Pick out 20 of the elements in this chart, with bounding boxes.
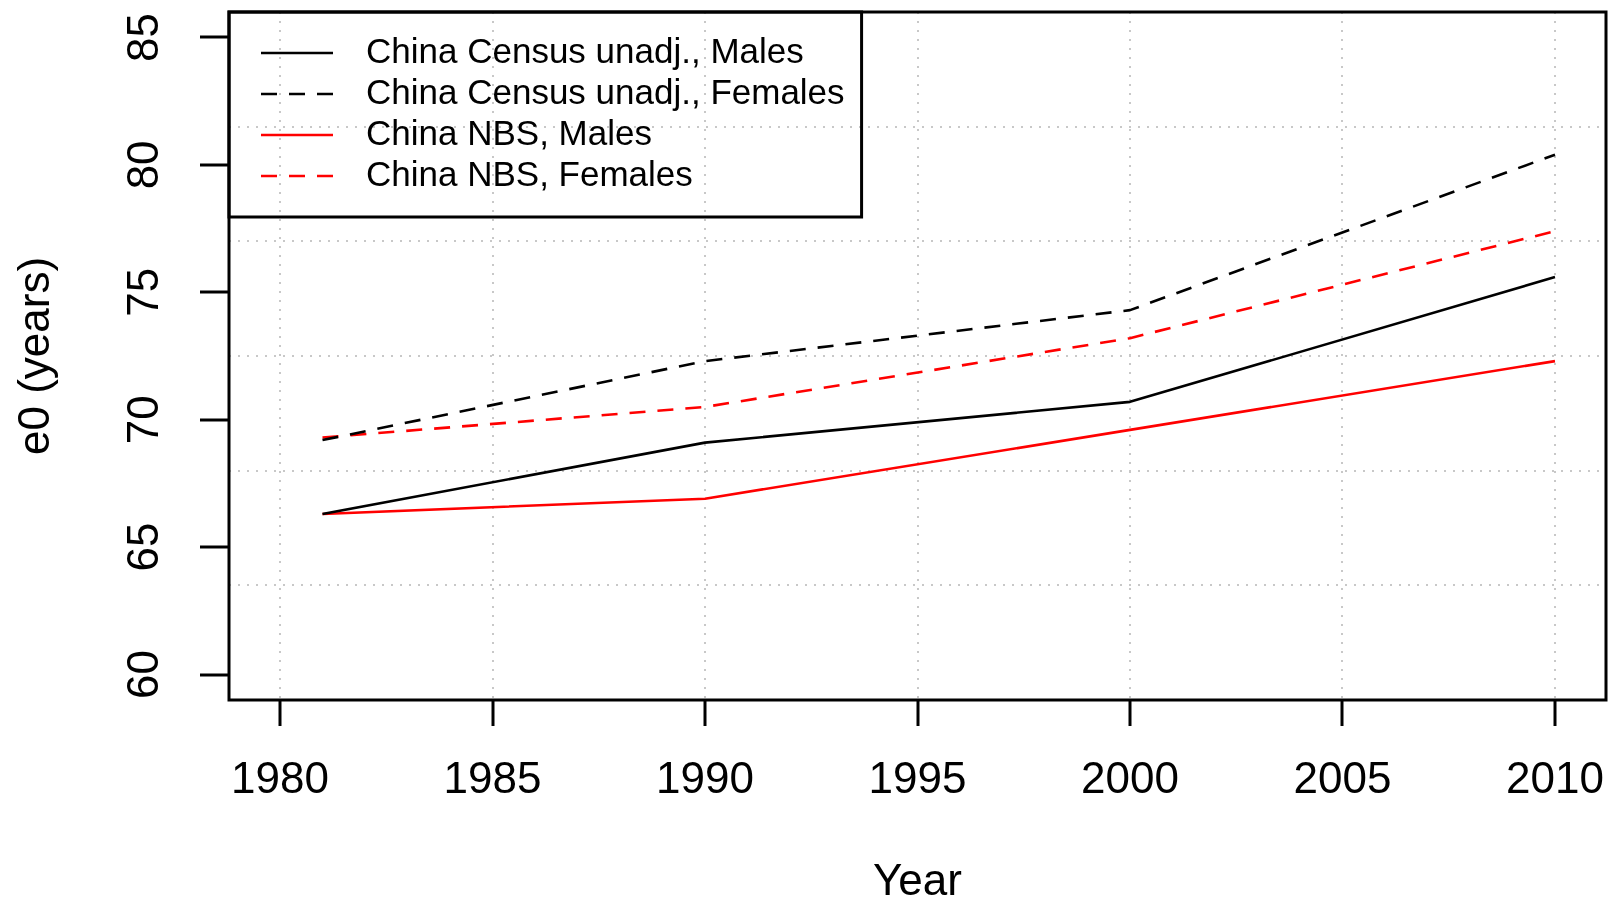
x-tick-label: 2005	[1293, 752, 1392, 802]
y-tick-label: 65	[117, 522, 167, 572]
legend-label: China NBS, Females	[366, 153, 693, 193]
x-axis-title: Year	[873, 855, 962, 902]
x-tick-label: 2010	[1506, 752, 1604, 802]
y-tick-label: 60	[117, 650, 167, 699]
x-tick-label: 1990	[656, 752, 754, 802]
legend-label: China Census unadj., Males	[366, 30, 804, 70]
y-tick-label: 70	[117, 395, 167, 445]
x-tick-label: 1995	[868, 752, 967, 802]
legend-label: China NBS, Males	[366, 112, 652, 152]
line-series	[321, 153, 1557, 442]
y-axis-title: e0 (years)	[8, 256, 58, 456]
y-tick-label: 80	[117, 140, 167, 190]
y-tick-label: 85	[117, 13, 167, 62]
x-tick-label: 1985	[443, 752, 542, 802]
y-tick-label: 75	[117, 267, 167, 317]
legend-label: China Census unadj., Females	[366, 71, 845, 111]
x-tick-label: 2000	[1081, 752, 1179, 802]
x-tick-label: 1980	[231, 752, 329, 802]
